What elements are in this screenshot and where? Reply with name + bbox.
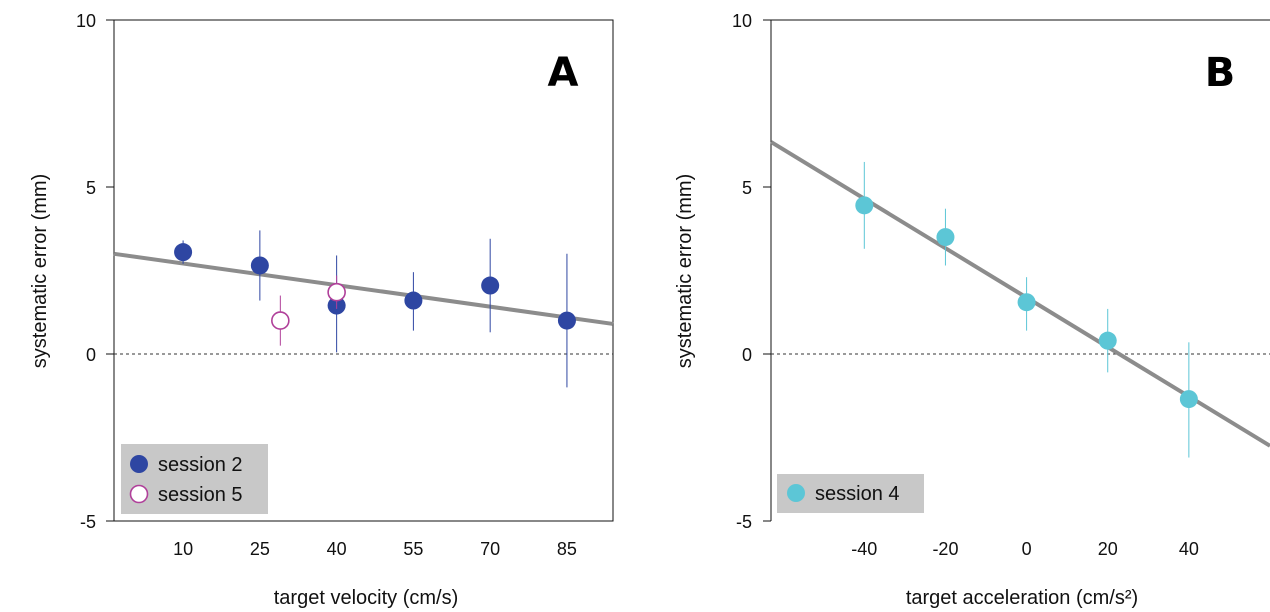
data-point-session-2	[250, 256, 269, 275]
y-tick-label: 10	[732, 11, 752, 31]
legend-box	[121, 444, 268, 514]
data-point-session-4	[1017, 293, 1036, 312]
y-tick-label: -5	[736, 512, 752, 532]
panel-b-y-axis-title: systematic error (mm)	[674, 174, 696, 368]
data-point-session-5	[327, 282, 346, 302]
panel-a-frame	[113, 19, 614, 522]
data-point-session-4	[1179, 390, 1198, 409]
x-tick-label: 10	[173, 539, 193, 559]
panel-a-x-axis-title: target velocity (cm/s)	[274, 587, 458, 609]
panel-a-label: A	[548, 50, 579, 96]
panel-b-x-ticks: -40 -20 0 20 40	[851, 539, 1199, 559]
x-tick-label: 40	[327, 539, 347, 559]
panel-b-x-axis-title: target acceleration (cm/s²)	[906, 587, 1138, 609]
legend-marker-session-4	[787, 484, 805, 502]
data-point-session-2	[557, 311, 576, 330]
x-tick-label: 20	[1098, 539, 1118, 559]
y-tick-label: 5	[86, 178, 96, 198]
panel-a-y-ticks: -5 0 5 10	[76, 11, 114, 532]
y-tick-label: 0	[742, 345, 752, 365]
y-tick-label: 5	[742, 178, 752, 198]
legend-label-session-5: session 5	[158, 484, 243, 506]
x-tick-label: 40	[1179, 539, 1199, 559]
panel-b-legend: session 4	[777, 474, 924, 513]
panel-a-legend: session 2 session 5	[121, 444, 268, 514]
x-tick-label: 0	[1022, 539, 1032, 559]
legend-label-session-2: session 2	[158, 454, 243, 476]
data-point-session-4	[855, 196, 874, 215]
panel-a-fit-line	[113, 251, 614, 326]
panel-a: -5 0 5 10 10 25 40 55 70 85 A target velocity (c…	[29, 11, 614, 609]
data-point-session-2	[174, 243, 193, 262]
data-point-session-4	[936, 228, 955, 247]
data-point-session-2	[481, 276, 500, 295]
x-tick-label: 25	[250, 539, 270, 559]
panel-a-y-axis-title: systematic error (mm)	[29, 174, 51, 368]
panel-b-label: B	[1205, 50, 1236, 96]
x-tick-label: -20	[932, 539, 958, 559]
panel-b-y-ticks: -5 0 5 10	[732, 11, 771, 532]
legend-marker-session-2	[130, 455, 148, 473]
data-point-session-4	[1098, 331, 1117, 350]
x-tick-label: 55	[403, 539, 423, 559]
y-tick-label: -5	[80, 512, 96, 532]
legend-marker-session-5	[129, 484, 149, 504]
panel-a-data-points	[174, 230, 576, 388]
y-tick-label: 10	[76, 11, 96, 31]
panel-b: -5 0 5 10 -40 -20 0 20 40 B target acceleration…	[674, 11, 1270, 609]
x-tick-label: 85	[557, 539, 577, 559]
x-tick-label: -40	[851, 539, 877, 559]
panel-a-x-ticks: 10 25 40 55 70 85	[173, 539, 577, 559]
x-tick-label: 70	[480, 539, 500, 559]
data-point-session-5	[271, 311, 290, 330]
data-point-session-2	[404, 291, 423, 310]
y-tick-label: 0	[86, 345, 96, 365]
panel-b-data-points	[855, 161, 1198, 458]
legend-label-session-4: session 4	[815, 483, 900, 505]
